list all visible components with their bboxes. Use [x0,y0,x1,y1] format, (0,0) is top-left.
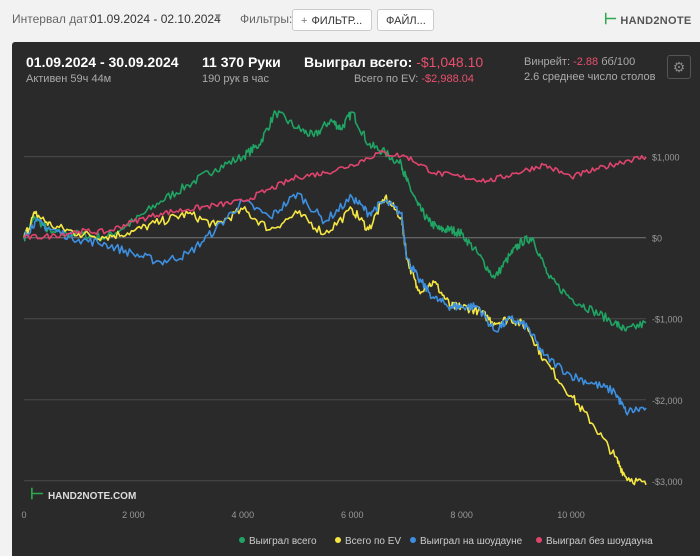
x-tick-label: 6 000 [341,510,364,520]
filters-label: Фильтры: [240,12,293,26]
won-label: Выиграл всего: [304,54,413,70]
line-chart: 0 2 000 4 000 6 000 8 000 10 000 $1,000 $0 -$1,… [21,110,683,547]
y-tick-label: $1,000 [652,153,680,163]
top-toolbar: Интервал дат: 01.09.2024 - 02.10.2024 ▼ … [0,0,700,40]
legend-label: Выиграл всего [249,536,317,547]
file-button[interactable]: ФАЙЛ... [377,9,434,31]
series-won-line [23,110,647,332]
x-tick-label: 8 000 [450,510,473,520]
x-tick-label: 0 [21,510,26,520]
avg-tables: 2.6 среднее число столов [524,71,656,83]
legend-marker [239,537,245,543]
series-ev-line [23,194,647,486]
hand2note-logo-icon: ⊢ [604,11,618,28]
y-tick-label: -$2,000 [652,396,683,406]
winrate-unit: бб/100 [601,56,636,68]
legend-label: Выиграл без шоудауна [546,535,653,547]
brand-logo: ⊢ HAND2NOTE [604,11,692,28]
winrate-label: Винрейт: [524,56,571,68]
ev-label: Всего по EV: [353,73,419,85]
chevron-down-icon[interactable]: ▼ [213,12,223,23]
x-tick-label: 4 000 [232,510,255,520]
x-tick-label: 2 000 [122,510,145,520]
interval-label: Интервал дат: [12,12,92,26]
y-tick-label: $0 [652,234,662,244]
hands-per-hour: 190 рук в час [202,73,270,85]
series-non-showdown-line [23,149,647,240]
hand2note-logo-icon: ⊢ [30,486,44,503]
ev-value: -$2,988.04 [421,73,474,85]
period-text: 01.09.2024 - 30.09.2024 [26,54,179,70]
hands-count: 11 370 Руки [202,54,281,70]
legend-marker [410,537,416,543]
active-time: Активен 59ч 44м [26,73,112,85]
graph-panel: 01.09.2024 - 30.09.2024 Активен 59ч 44м … [12,42,700,556]
won-value: -$1,048.10 [416,54,484,70]
plus-icon: + [301,15,308,27]
y-tick-label: -$3,000 [652,477,683,487]
series-showdown-line [23,192,647,416]
filter-button[interactable]: + ФИЛЬТР... [292,9,372,31]
x-tick-label: 10 000 [557,510,585,520]
legend-marker [335,537,341,543]
legend-label: Всего по EV [345,536,401,547]
y-tick-label: -$1,000 [652,315,683,325]
legend-label: Выиграл на шоудауне [420,536,523,547]
watermark: ⊢ HAND2NOTE.COM [30,486,137,503]
gear-icon[interactable]: ⚙ [667,55,691,79]
legend-marker [536,537,542,543]
date-range-select[interactable]: 01.09.2024 - 02.10.2024 [90,12,221,26]
winrate-value: -2.88 [573,56,599,68]
